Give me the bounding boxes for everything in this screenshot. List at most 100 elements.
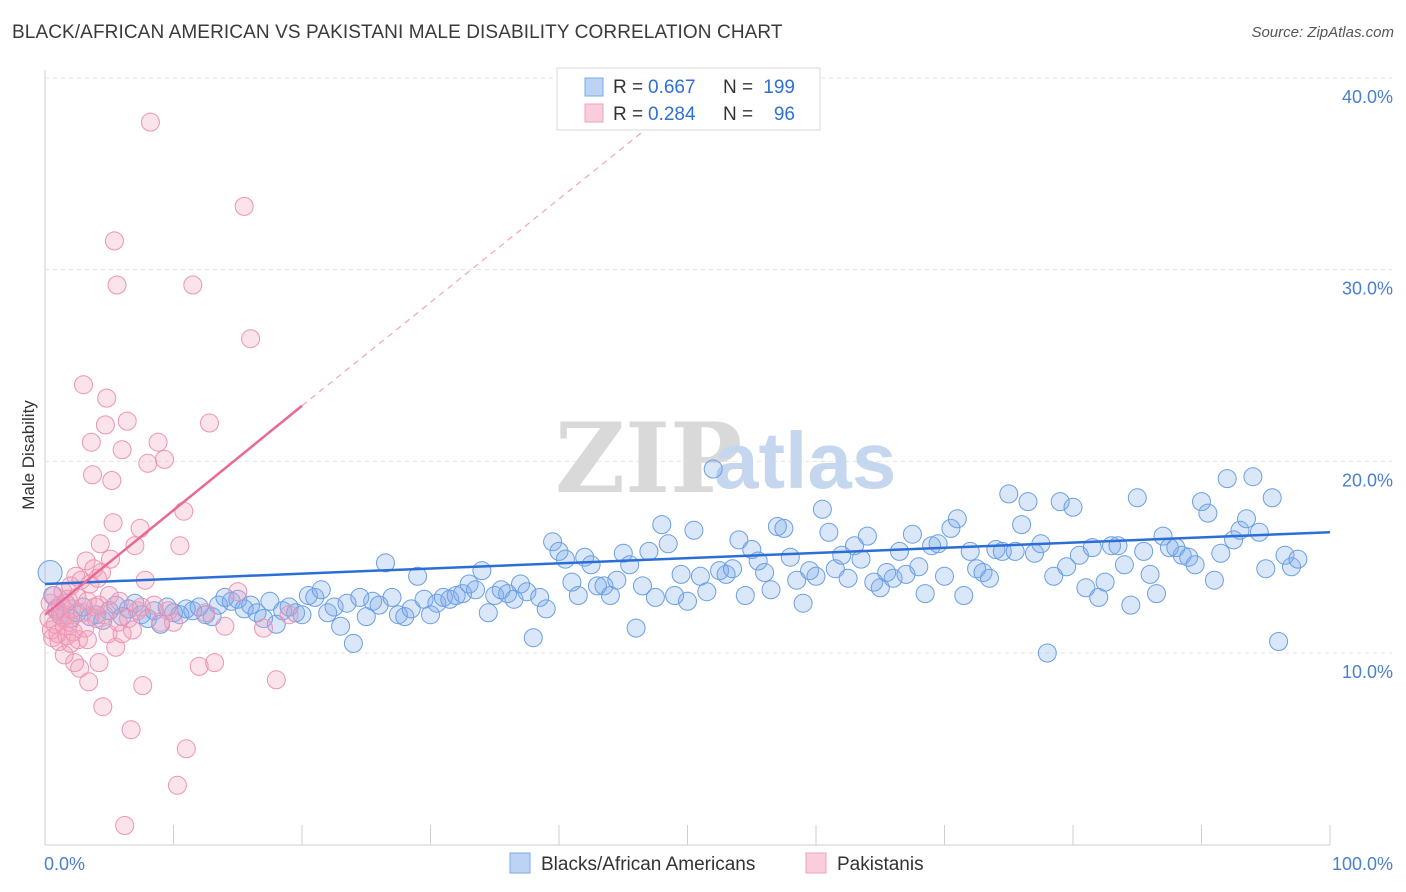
pakistanis-point-6: [47, 601, 67, 621]
blacks-point-139: [922, 536, 942, 556]
blacks-point-170: [1121, 595, 1141, 615]
blacks-point-154: [1018, 492, 1038, 512]
blacks-point-54: [376, 553, 395, 573]
pakistanis-point-47: [99, 586, 119, 605]
blacks-point-69: [472, 561, 492, 581]
blacks-point-61: [421, 605, 440, 625]
pakistanis-point-76: [170, 536, 190, 556]
blacks-point-137: [909, 557, 929, 577]
blacks-point-148: [980, 568, 999, 588]
pakistanis-point-92: [61, 633, 81, 653]
blacks-point-86: [581, 555, 601, 575]
pakistanis-point-61: [122, 620, 142, 640]
chart-title: BLACK/AFRICAN AMERICAN VS PAKISTANI MALE…: [12, 22, 783, 43]
legend-stats-pink-n-value: 96: [774, 104, 795, 125]
blacks-point-160: [1057, 557, 1077, 577]
blacks-point-97: [652, 515, 672, 535]
blacks-point-32: [234, 599, 254, 619]
blacks-point-57: [395, 607, 415, 627]
blacks-point-171: [1127, 488, 1147, 508]
blacks-point-94: [633, 576, 652, 596]
pakistanis-point-95: [112, 624, 132, 644]
blacks-point-123: [819, 522, 839, 542]
blacks-point-136: [902, 524, 922, 544]
watermark-zip: ZIP: [555, 402, 742, 515]
legend-stats: R = 0.667 N = 199 R = 0.284 N = 96: [556, 67, 821, 131]
blacks-point-145: [960, 541, 980, 561]
grid-lines: [45, 77, 1392, 654]
pakistanis-point-44: [95, 415, 115, 435]
blacks-point-144: [954, 586, 974, 605]
y-tick-label-0: 10.0%: [1342, 662, 1393, 682]
blacks-point-99: [665, 586, 685, 605]
legend-stats-blue-r-label: R =: [613, 77, 643, 98]
blacks-point-161: [1063, 497, 1083, 517]
blacks-point-182: [1198, 503, 1218, 523]
blacks-point-116: [774, 518, 794, 538]
blacks-point-191: [1256, 559, 1276, 579]
trend-lines: [44, 115, 1331, 616]
blacks-point-58: [401, 599, 421, 619]
blacks-point-138: [915, 584, 935, 604]
pakistanis-point-78: [176, 739, 196, 759]
axes: [44, 70, 1331, 846]
legend-stats-pink-r-label: R =: [613, 104, 643, 125]
blacks-point-68: [466, 580, 485, 600]
blacks-point-134: [890, 541, 909, 561]
legend-blacks-swatch: [509, 852, 531, 874]
blacks-point-40: [286, 603, 306, 623]
blacks-point-185: [1217, 469, 1237, 489]
blacks-point-115: [767, 517, 787, 536]
pakistanis-point-90: [279, 605, 299, 625]
blacks-point-44: [311, 580, 331, 600]
blacks-point-163: [1076, 578, 1096, 598]
blacks-point-43: [305, 587, 325, 607]
pakistanis-point-27: [74, 375, 93, 395]
blacks-point-66: [453, 584, 473, 604]
pakistanis-point-68: [140, 112, 160, 132]
legend-stats-pink-swatch: [584, 103, 604, 123]
blacks-point-95: [639, 541, 659, 561]
blacks-point-90: [607, 570, 627, 590]
legend-stats-pink-r-value: 0.284: [648, 104, 696, 125]
blacks-point-102: [684, 520, 704, 540]
blacks-point-59: [408, 566, 428, 586]
blacks-point-84: [568, 586, 588, 605]
blacks-point-33: [241, 595, 261, 615]
pakistanis-point-31: [79, 672, 99, 692]
pakistanis-point-73: [158, 601, 178, 621]
blacks-point-188: [1237, 509, 1256, 529]
blacks-point-117: [780, 547, 800, 567]
pakistanis-point-62: [125, 536, 145, 556]
blacks-point-47: [331, 616, 351, 636]
blacks-point-110: [735, 586, 755, 605]
pakistanis-point-45: [97, 388, 117, 408]
pakistanis-point-86: [234, 196, 254, 216]
blacks-point-181: [1192, 492, 1211, 512]
blacks-point-98: [658, 534, 678, 554]
blacks-point-119: [793, 593, 813, 613]
watermark: ZIP atlas: [555, 402, 896, 515]
trend-line-pakistanis-extension: [301, 115, 663, 407]
blacks-point-172: [1134, 541, 1154, 561]
legend-pakistanis-swatch: [805, 852, 827, 874]
blacks-point-195: [1282, 557, 1301, 577]
blacks-point-101: [678, 591, 697, 611]
pakistanis-point-70: [148, 432, 168, 452]
legend-stats-blue-n-label: N =: [723, 77, 753, 98]
pakistanis-point-87: [241, 329, 261, 349]
pakistanis-point-20: [65, 653, 85, 673]
pakistanis-point-94: [89, 595, 109, 615]
legend-stats-blue-n-value: 199: [763, 77, 795, 98]
blacks-point-104: [697, 582, 717, 602]
pakistanis-point-74: [164, 612, 183, 632]
blacks-point-31: [228, 589, 248, 609]
pakistanis-point-26: [72, 603, 92, 623]
pakistanis-point-85: [228, 582, 248, 602]
y-tick-label-1: 20.0%: [1342, 470, 1393, 490]
blacks-point-122: [812, 499, 832, 519]
blacks-point-91: [613, 543, 633, 563]
trend-line-pakistanis: [44, 404, 303, 616]
blacks-point-180: [1185, 555, 1205, 575]
pakistanis-point-65: [133, 676, 153, 696]
